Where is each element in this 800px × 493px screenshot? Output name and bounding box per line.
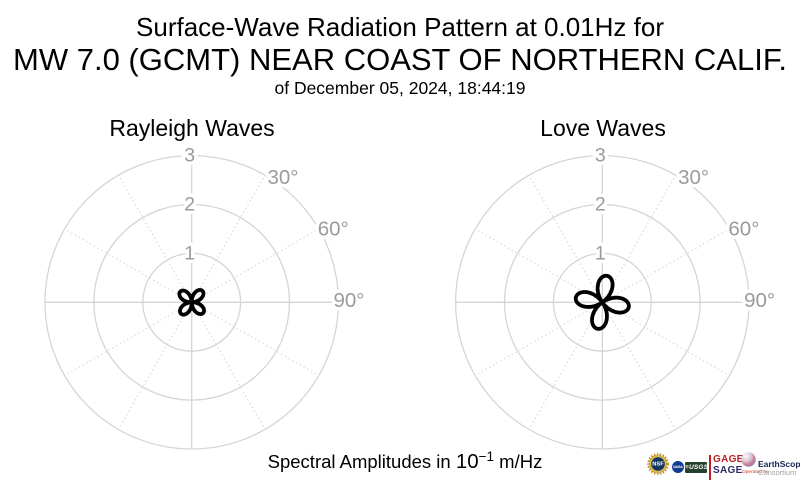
love-r-tick-label-1: 1 — [595, 242, 606, 264]
sage-logo-label: SAGE — [713, 465, 743, 476]
nsf-logo-icon: NSF — [647, 453, 669, 475]
nsf-logo-label: NSF — [652, 462, 664, 468]
rayleigh-r-tick-label-3: 3 — [184, 145, 195, 167]
usgs-stripes-icon: ≡ — [685, 464, 689, 471]
nasa-logo-label: NASA — [673, 465, 683, 469]
rayleigh-r-tick-label-2: 2 — [184, 194, 195, 216]
earthscope-operated-by-label: Operated by — [742, 470, 769, 475]
figure-title-date: of December 05, 2024, 18:44:19 — [274, 78, 526, 98]
logo-strip: NSF NASA ≡USGS GAGE SAGE EarthScope Oper… — [645, 450, 800, 486]
love-theta-tick-label-0: 30° — [678, 166, 709, 189]
love-theta-tick-label-1: 60° — [728, 218, 759, 241]
gage-logo-label: GAGE — [713, 454, 744, 465]
rayleigh-theta-tick-label-0: 30° — [267, 166, 298, 189]
caption-exponent: −1 — [478, 448, 495, 464]
caption-suffix: m/Hz — [494, 451, 543, 472]
caption-prefix: Spectral Amplitudes in — [267, 451, 456, 472]
earthscope-consortium-label: Consortium — [758, 467, 797, 477]
rayleigh-r-tick-label-1: 1 — [184, 242, 195, 264]
love-r-tick-label-3: 3 — [595, 145, 606, 167]
rayleigh-plot-title: Rayleigh Waves — [109, 115, 275, 141]
rayleigh-radiation-pattern — [177, 288, 206, 317]
caption-base: 10 — [455, 450, 479, 473]
earthscope-logo-label: EarthScope — [758, 458, 800, 469]
earthscope-sphere-icon — [741, 452, 756, 467]
rayleigh-polar-plot: 1 2 3 30° 60° 90° — [44, 141, 368, 450]
love-r-tick-label-2: 2 — [595, 194, 606, 216]
usgs-logo-label: USGS — [689, 464, 709, 471]
gage-sage-divider — [709, 455, 711, 480]
love-theta-tick-label-2: 90° — [744, 289, 775, 312]
love-plot-title: Love Waves — [540, 115, 666, 141]
rayleigh-theta-tick-label-1: 60° — [318, 218, 349, 241]
figure-title-line2: MW 7.0 (GCMT) NEAR COAST OF NORTHERN CAL… — [13, 42, 787, 77]
figure-title-line1: Surface-Wave Radiation Pattern at 0.01Hz… — [136, 12, 664, 42]
love-polar-plot: 1 2 3 30° 60° 90° — [454, 141, 779, 450]
nasa-logo-icon: NASA — [672, 461, 684, 473]
amplitude-caption: Spectral Amplitudes in 10−1 m/Hz — [268, 450, 543, 474]
love-radiation-pattern — [573, 273, 631, 331]
usgs-logo: ≡USGS — [685, 462, 709, 473]
rayleigh-theta-tick-label-2: 90° — [333, 289, 364, 312]
figure-title-block: Surface-Wave Radiation Pattern at 0.01Hz… — [0, 11, 800, 100]
